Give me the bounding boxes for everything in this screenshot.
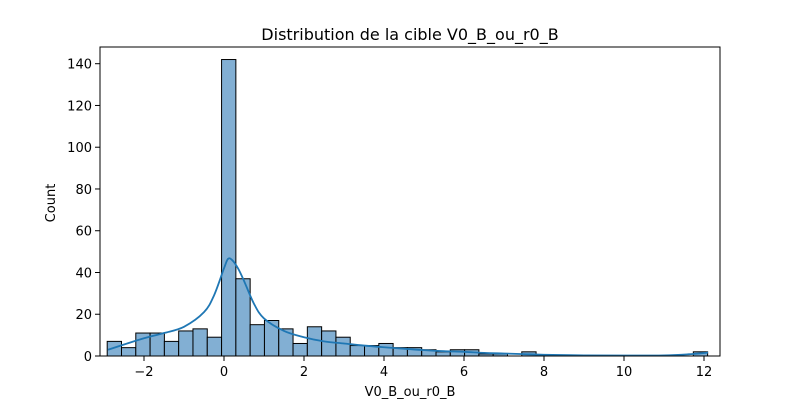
y-tick-label: 40 (75, 266, 92, 281)
y-tick-label: 140 (67, 58, 92, 73)
x-tick-label: 4 (380, 365, 388, 380)
kde-curve (107, 257, 709, 357)
x-tick-label: −2 (134, 365, 153, 380)
x-tick-label: 0 (220, 365, 228, 380)
plot-frame (99, 46, 721, 357)
histogram-bar (221, 59, 237, 357)
histogram-bar (321, 330, 337, 357)
histogram-bar (349, 345, 366, 357)
histogram-bar (163, 340, 180, 357)
y-axis-ticks: 0 20 40 60 80 100 120 140 (67, 58, 100, 365)
histogram-bar (120, 347, 137, 357)
x-axis-ticks: −2 0 2 4 6 8 10 12 (134, 356, 712, 380)
histogram-bars (106, 59, 709, 357)
histogram-bar (292, 342, 308, 357)
y-tick-label: 0 (84, 350, 92, 365)
histogram-bar (378, 342, 394, 357)
y-tick-label: 100 (67, 141, 92, 156)
y-tick-label: 20 (75, 308, 92, 323)
y-tick-label: 80 (75, 183, 92, 198)
y-tick-label: 120 (67, 99, 92, 114)
x-axis-label: V0_B_ou_r0_B (365, 385, 456, 400)
histogram-bar (249, 324, 265, 357)
x-tick-label: 8 (540, 365, 548, 380)
x-tick-label: 2 (300, 365, 308, 380)
histogram-bar (335, 336, 351, 357)
y-axis-label: Count (44, 184, 59, 223)
histogram-bar (192, 328, 208, 357)
histogram-bar (178, 330, 194, 357)
x-tick-label: 12 (696, 365, 713, 380)
histogram-bar (263, 320, 280, 357)
x-tick-label: 10 (616, 365, 633, 380)
chart-title: Distribution de la cible V0_B_ou_r0_B (261, 25, 558, 45)
histogram-bar (206, 336, 223, 357)
y-tick-label: 60 (75, 225, 92, 240)
x-tick-label: 6 (460, 365, 468, 380)
histogram-bar (435, 351, 451, 357)
